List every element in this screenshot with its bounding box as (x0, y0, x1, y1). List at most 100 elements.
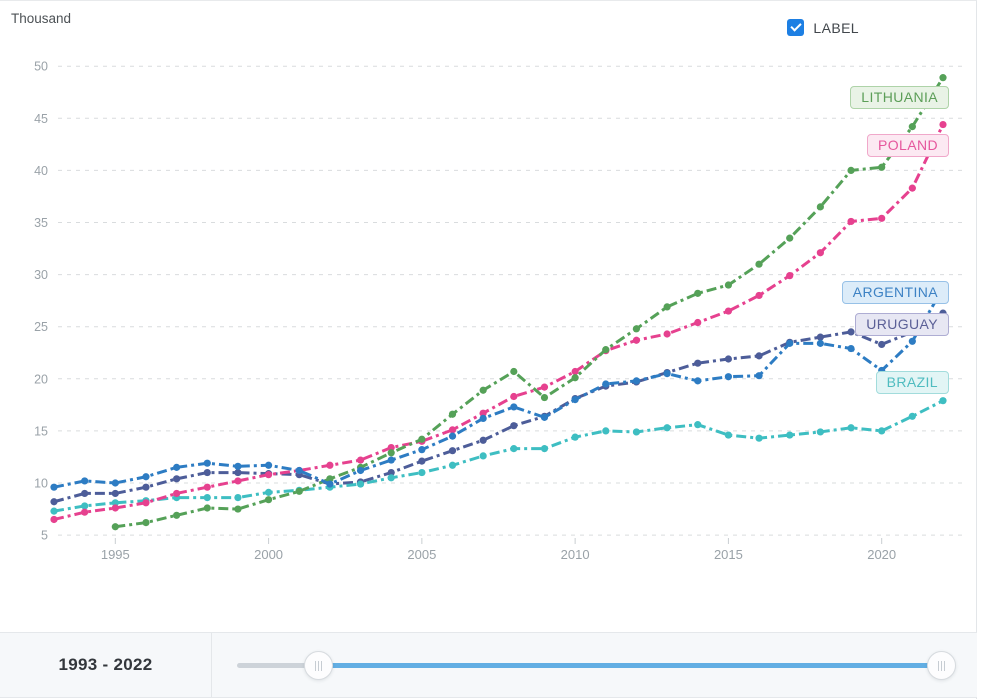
label-checkbox-icon[interactable] (787, 19, 805, 36)
data-point-argentina (540, 413, 549, 421)
series-line-lithuania (115, 76, 945, 529)
data-point-argentina (816, 339, 824, 347)
series-label-poland: POLAND (867, 133, 949, 157)
data-point-lithuania (479, 386, 487, 394)
y-tick-label: 25 (34, 320, 48, 334)
data-point-lithuania (755, 260, 763, 268)
series-line-brazil (53, 399, 944, 513)
data-point-uruguay (50, 498, 58, 506)
series-label-lithuania: LITHUANIA (850, 85, 949, 109)
data-point-argentina (111, 479, 119, 487)
data-point-brazil (571, 433, 579, 441)
data-point-argentina (632, 377, 641, 385)
data-point-poland (234, 477, 242, 485)
series-label-argentina: ARGENTINA (841, 280, 949, 304)
data-point-lithuania (510, 367, 518, 376)
data-point-brazil (203, 493, 211, 502)
data-point-poland (694, 318, 702, 327)
data-point-brazil (387, 474, 395, 482)
y-tick-label: 15 (34, 424, 48, 438)
y-tick-label: 5 (41, 529, 48, 543)
y-tick-label: 45 (34, 112, 48, 126)
data-point-argentina (847, 344, 855, 353)
data-point-uruguay (694, 359, 702, 367)
data-point-brazil (755, 434, 763, 442)
data-point-poland (81, 508, 89, 516)
data-point-lithuania (786, 234, 794, 242)
data-point-uruguay (142, 483, 150, 491)
y-tick-label: 50 (34, 60, 48, 74)
data-point-argentina (908, 337, 916, 345)
data-point-brazil (663, 424, 671, 432)
data-point-argentina (479, 414, 487, 422)
data-point-poland (387, 443, 395, 452)
label-toggle[interactable]: LABEL (787, 19, 859, 36)
data-point-lithuania (418, 435, 426, 443)
data-point-brazil (694, 421, 702, 429)
data-point-uruguay (816, 333, 824, 341)
series-line-poland (53, 123, 945, 521)
data-point-brazil (847, 424, 855, 432)
data-point-lithuania (111, 523, 119, 531)
y-tick-label: 40 (34, 164, 48, 178)
data-point-lithuania (724, 281, 733, 289)
time-range-label: 1993 - 2022 (58, 655, 153, 674)
slider-handle-start[interactable] (304, 651, 333, 680)
data-point-lithuania (663, 303, 671, 311)
data-point-brazil (724, 431, 733, 439)
data-point-uruguay (448, 447, 457, 455)
data-point-lithuania (203, 504, 211, 512)
data-point-poland (142, 499, 150, 507)
slider-selected-range[interactable] (318, 663, 941, 668)
data-point-argentina (510, 403, 518, 411)
data-point-brazil (418, 468, 426, 477)
data-point-brazil (540, 445, 549, 453)
data-point-argentina (142, 473, 150, 481)
data-point-brazil (264, 488, 273, 496)
time-range-slider[interactable] (212, 633, 977, 697)
data-point-argentina (203, 459, 211, 467)
data-point-argentina (448, 432, 457, 440)
data-point-uruguay (81, 489, 89, 498)
data-point-poland (356, 456, 365, 464)
data-point-brazil (602, 427, 610, 435)
chart-area: 5 10 15 20 25 30 35 40 45 50 1995 2000 2005 2010 2015 2… (0, 1, 977, 632)
data-point-uruguay (418, 457, 426, 465)
data-point-lithuania (387, 449, 395, 457)
data-point-argentina (50, 483, 58, 491)
data-point-lithuania (173, 511, 181, 519)
data-point-poland (663, 330, 671, 338)
data-point-brazil (939, 397, 947, 405)
checkmark-icon (790, 20, 803, 32)
data-point-lithuania (142, 518, 150, 527)
data-point-poland (755, 291, 763, 300)
data-point-uruguay (755, 352, 763, 360)
data-point-uruguay (203, 468, 211, 477)
series-line-argentina (53, 287, 945, 489)
data-point-lithuania (295, 487, 303, 495)
series-label-brazil: BRAZIL (875, 371, 949, 395)
data-point-lithuania (694, 289, 702, 297)
data-point-argentina (81, 477, 89, 485)
time-range-section: 1993 - 2022 (0, 633, 212, 697)
data-point-brazil (908, 412, 916, 420)
data-point-argentina (356, 466, 365, 475)
data-point-argentina (724, 373, 733, 381)
data-point-brazil (632, 428, 641, 436)
x-tick-label: 2020 (867, 547, 896, 562)
data-point-poland (264, 471, 273, 479)
data-point-lithuania (448, 410, 457, 418)
x-tick-label: 2000 (254, 547, 283, 562)
data-point-argentina (571, 396, 579, 404)
timeline-bar: 1993 - 2022 (0, 632, 977, 698)
data-point-brazil (448, 461, 457, 469)
label-toggle-text: LABEL (813, 19, 859, 36)
data-point-poland (111, 504, 119, 512)
data-point-poland (632, 336, 641, 344)
data-point-poland (571, 367, 579, 376)
data-point-poland (847, 217, 855, 226)
slider-handle-end[interactable] (927, 651, 956, 680)
data-point-poland (479, 409, 487, 417)
data-point-brazil (479, 452, 487, 460)
